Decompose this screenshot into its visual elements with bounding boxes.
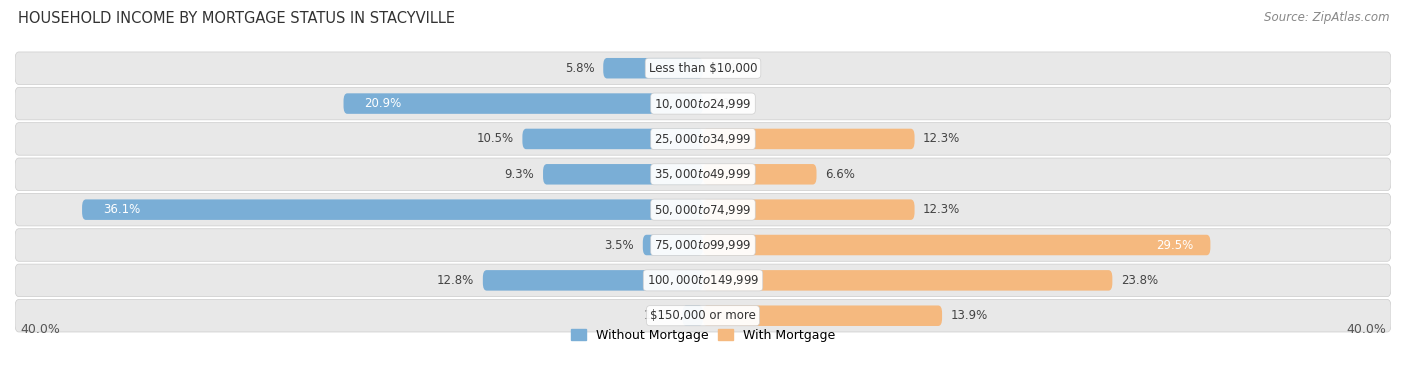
FancyBboxPatch shape xyxy=(15,87,1391,120)
Text: 40.0%: 40.0% xyxy=(1346,323,1386,336)
Legend: Without Mortgage, With Mortgage: Without Mortgage, With Mortgage xyxy=(568,326,838,344)
Text: 6.6%: 6.6% xyxy=(825,168,855,181)
FancyBboxPatch shape xyxy=(15,229,1391,261)
FancyBboxPatch shape xyxy=(523,129,703,149)
Text: 29.5%: 29.5% xyxy=(1156,239,1194,251)
FancyBboxPatch shape xyxy=(15,158,1391,191)
Text: 10.5%: 10.5% xyxy=(477,132,513,146)
Text: $75,000 to $99,999: $75,000 to $99,999 xyxy=(654,238,752,252)
Text: 23.8%: 23.8% xyxy=(1121,274,1159,287)
Text: $35,000 to $49,999: $35,000 to $49,999 xyxy=(654,167,752,181)
FancyBboxPatch shape xyxy=(15,299,1391,332)
Text: 13.9%: 13.9% xyxy=(950,309,988,322)
FancyBboxPatch shape xyxy=(482,270,703,291)
FancyBboxPatch shape xyxy=(15,264,1391,297)
FancyBboxPatch shape xyxy=(603,58,703,79)
Text: $25,000 to $34,999: $25,000 to $34,999 xyxy=(654,132,752,146)
FancyBboxPatch shape xyxy=(682,305,703,326)
FancyBboxPatch shape xyxy=(15,52,1391,85)
FancyBboxPatch shape xyxy=(643,235,703,255)
Text: $10,000 to $24,999: $10,000 to $24,999 xyxy=(654,97,752,111)
Text: 12.3%: 12.3% xyxy=(924,132,960,146)
FancyBboxPatch shape xyxy=(703,164,817,184)
Text: $100,000 to $149,999: $100,000 to $149,999 xyxy=(647,273,759,287)
FancyBboxPatch shape xyxy=(343,93,703,114)
Text: $50,000 to $74,999: $50,000 to $74,999 xyxy=(654,203,752,217)
Text: 20.9%: 20.9% xyxy=(364,97,401,110)
Text: 40.0%: 40.0% xyxy=(20,323,60,336)
Text: 5.8%: 5.8% xyxy=(565,62,595,75)
Text: 9.3%: 9.3% xyxy=(505,168,534,181)
FancyBboxPatch shape xyxy=(15,194,1391,226)
Text: 0.0%: 0.0% xyxy=(711,97,741,110)
Text: 1.2%: 1.2% xyxy=(644,309,673,322)
FancyBboxPatch shape xyxy=(543,164,703,184)
Text: 12.8%: 12.8% xyxy=(437,274,474,287)
FancyBboxPatch shape xyxy=(703,200,914,220)
FancyBboxPatch shape xyxy=(703,129,914,149)
Text: 12.3%: 12.3% xyxy=(924,203,960,216)
FancyBboxPatch shape xyxy=(703,235,1211,255)
FancyBboxPatch shape xyxy=(703,305,942,326)
Text: $150,000 or more: $150,000 or more xyxy=(650,309,756,322)
Text: Source: ZipAtlas.com: Source: ZipAtlas.com xyxy=(1264,11,1389,24)
FancyBboxPatch shape xyxy=(82,200,703,220)
Text: 0.0%: 0.0% xyxy=(711,62,741,75)
Text: 3.5%: 3.5% xyxy=(605,239,634,251)
Text: HOUSEHOLD INCOME BY MORTGAGE STATUS IN STACYVILLE: HOUSEHOLD INCOME BY MORTGAGE STATUS IN S… xyxy=(18,11,456,26)
FancyBboxPatch shape xyxy=(15,123,1391,155)
Text: 36.1%: 36.1% xyxy=(103,203,141,216)
Text: Less than $10,000: Less than $10,000 xyxy=(648,62,758,75)
FancyBboxPatch shape xyxy=(703,270,1112,291)
